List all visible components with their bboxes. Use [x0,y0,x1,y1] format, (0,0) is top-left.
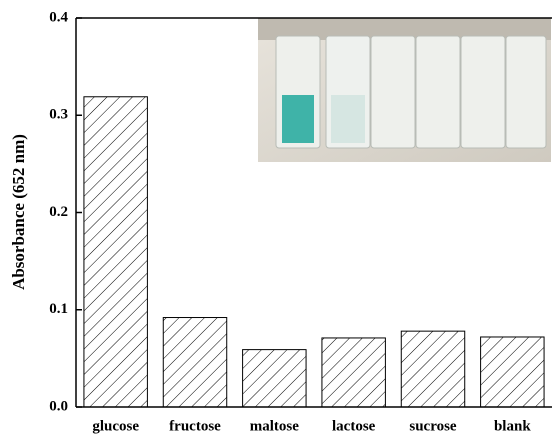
y-tick-label: 0.0 [49,398,68,414]
y-tick-label: 0.2 [49,204,68,220]
bar [162,317,228,408]
y-tick-label: 0.1 [49,301,68,317]
x-tick-label: sucrose [409,418,457,434]
bar [321,337,386,408]
bar [242,349,307,408]
bar [83,96,148,408]
x-tick-label: blank [494,418,531,434]
y-tick-label: 0.3 [49,107,68,123]
y-axis-label: Absorbance (652 nm) [9,134,28,290]
bar [480,336,545,408]
y-tick-label: 0.4 [49,9,68,25]
x-tick-label: glucose [92,418,139,434]
bar [400,330,466,408]
x-tick-label: lactose [332,418,376,434]
inset-photo [258,18,551,162]
x-tick-label: fructose [169,418,221,434]
x-tick-label: maltose [250,418,299,434]
